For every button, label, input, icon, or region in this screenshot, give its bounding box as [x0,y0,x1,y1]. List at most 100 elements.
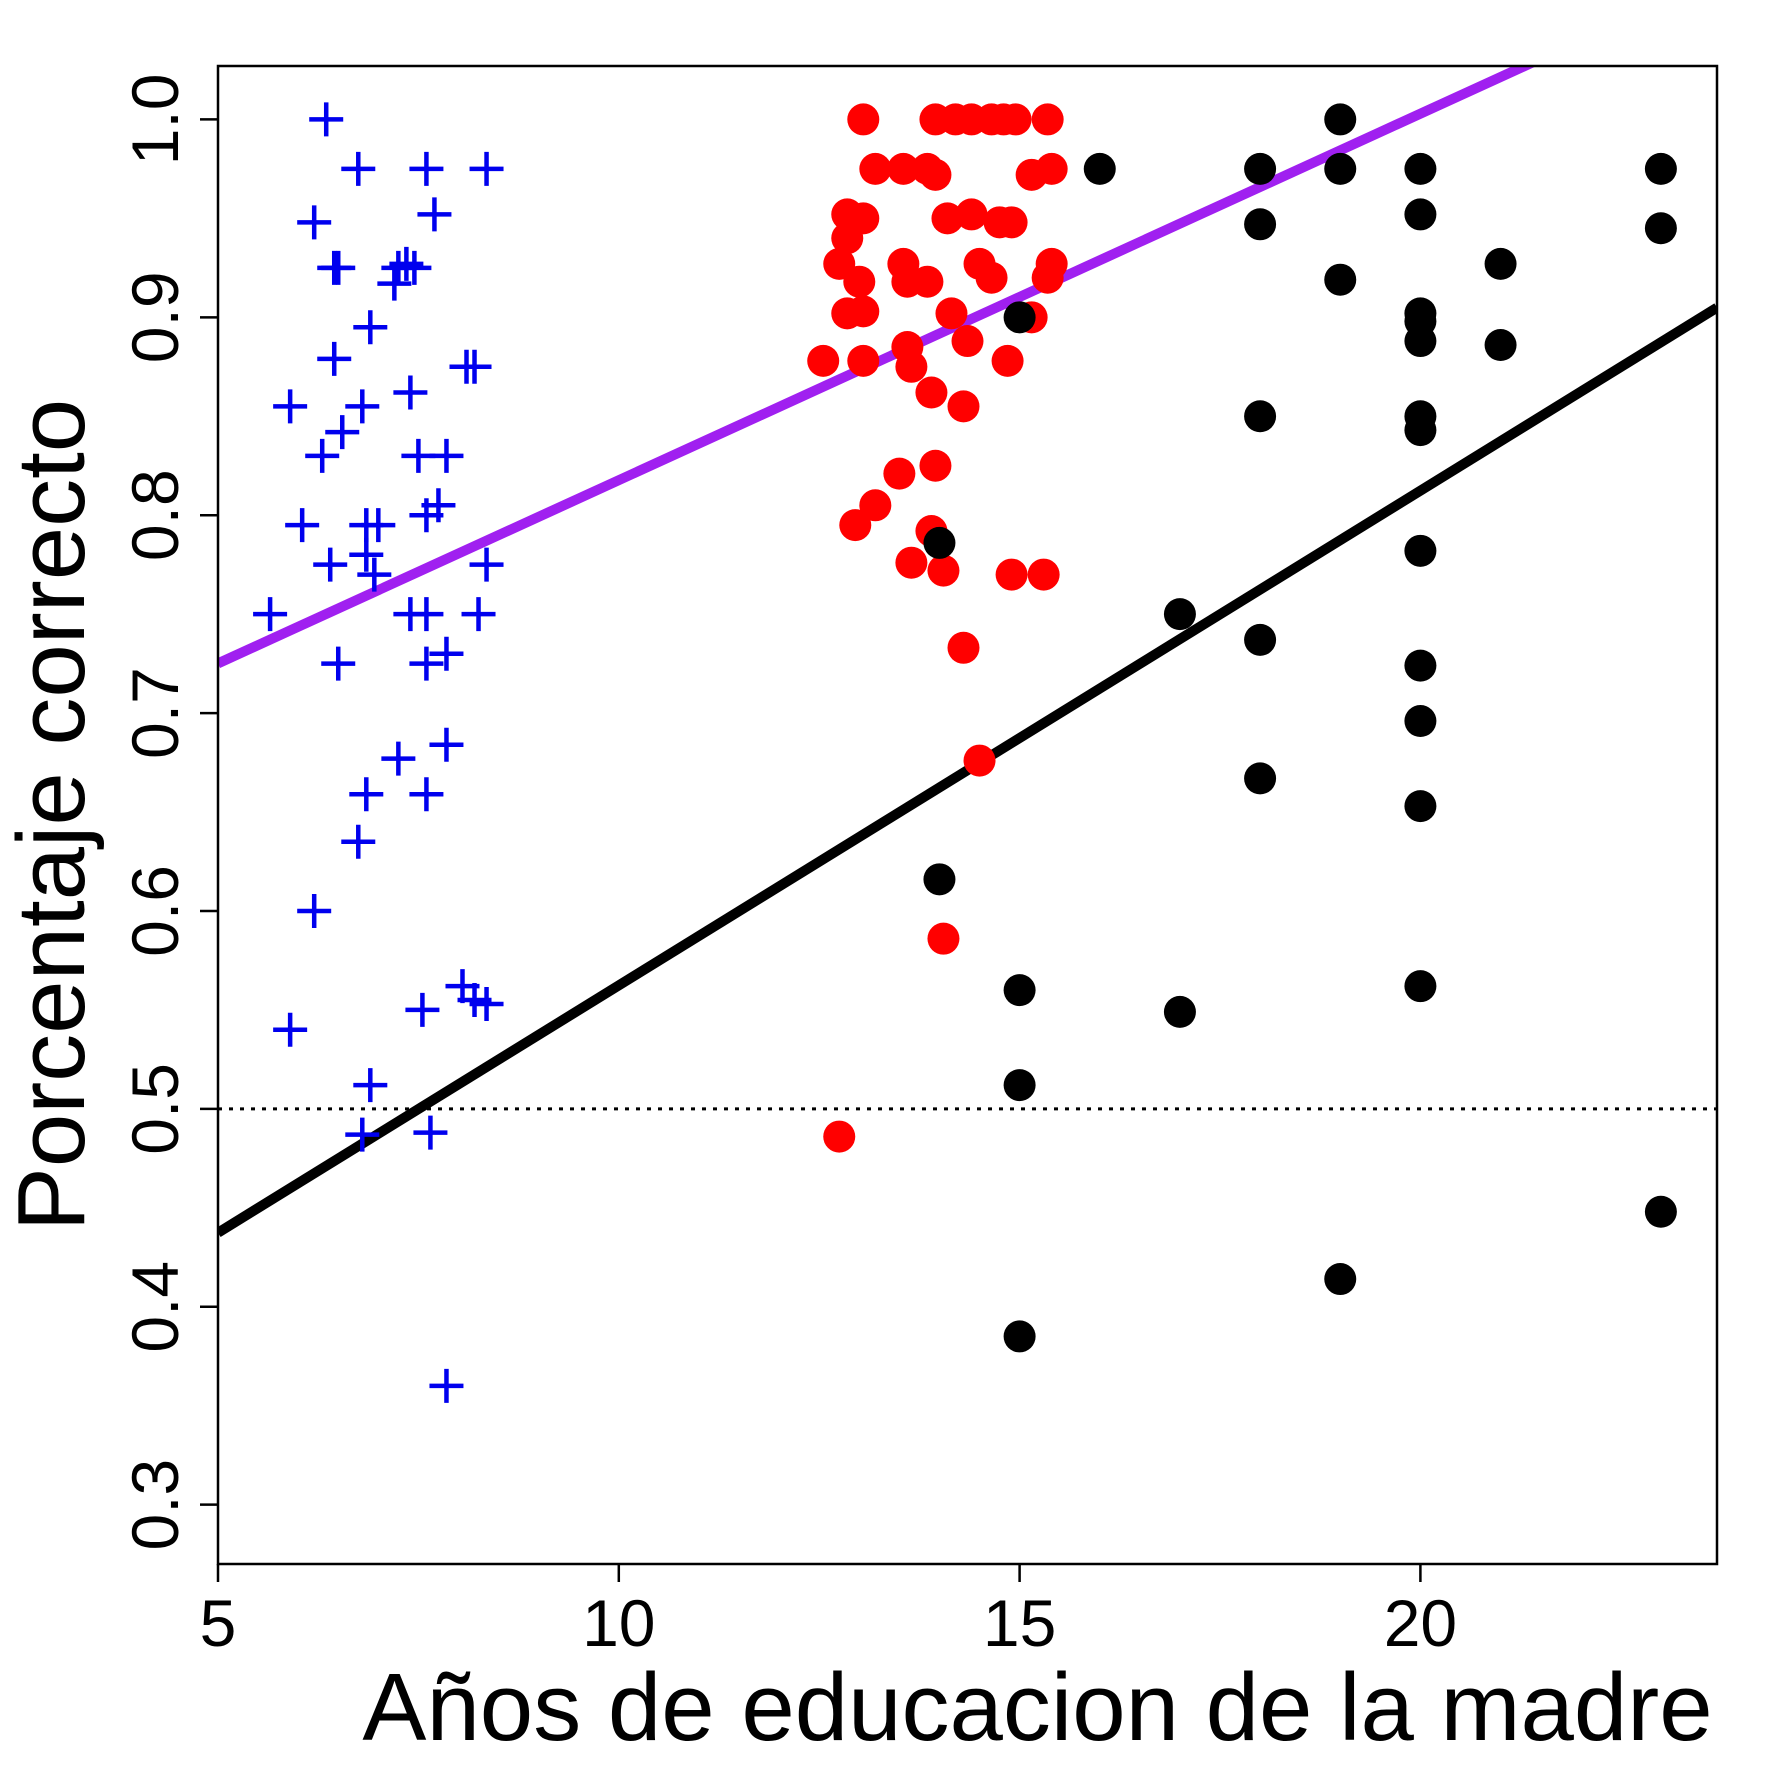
data-point-s2-5 [1644,152,1677,185]
data-point-s2-23 [1404,649,1437,682]
data-point-s1-22 [843,265,876,298]
data-point-s0-15 [457,349,492,384]
data-point-s0-50 [353,1068,388,1103]
data-point-s0-38 [429,636,464,671]
data-point-s0-17 [345,389,380,424]
data-point-s2-4 [1404,152,1437,185]
data-point-s1-0 [847,103,880,136]
data-point-s2-24 [1404,705,1437,738]
data-point-s1-31 [847,295,880,328]
data-point-s0-0 [309,102,344,137]
data-point-s0-16 [273,389,308,424]
plot-frame [216,64,1719,1566]
axes-layer: 5 10 15 20 0.3 0.4 0.5 0.6 0.7 0.8 0.9 1.0 [118,74,1457,1660]
data-point-s2-33 [1324,1263,1357,1296]
data-point-s0-44 [297,893,332,928]
data-point-s1-27 [975,261,1008,294]
data-point-s1-6 [999,103,1032,136]
data-point-s0-37 [409,646,444,681]
data-point-s1-40 [915,376,948,409]
data-point-s0-53 [429,1368,464,1403]
data-point-s0-24 [421,488,456,523]
data-point-s1-16 [931,202,964,235]
data-point-s2-14 [1404,325,1437,358]
data-point-s0-31 [469,547,504,582]
data-point-s2-31 [1003,1069,1036,1102]
data-point-s0-28 [313,547,348,582]
data-point-s1-9 [887,152,920,185]
data-point-s1-48 [927,554,960,587]
data-point-s1-41 [947,390,980,423]
data-point-s0-25 [285,508,320,543]
y-tick-label-1: 0.4 [118,1261,192,1353]
data-point-s1-38 [951,325,984,358]
data-point-s1-37 [891,330,924,363]
data-point-s2-2 [1244,152,1277,185]
data-point-s0-52 [413,1115,448,1150]
data-point-s2-13 [1003,301,1036,334]
data-point-s1-19 [995,206,1028,239]
data-point-s2-27 [923,863,956,896]
x-tick-label-3: 20 [1384,1586,1457,1660]
y-tick-label-0: 0.3 [118,1459,192,1551]
data-point-s1-20 [831,222,864,255]
point-layer [253,102,1677,1403]
data-point-s1-45 [839,509,872,542]
data-point-s0-12 [353,310,388,345]
data-point-s2-30 [1163,995,1196,1028]
data-point-s2-8 [1644,212,1677,245]
x-tick-label-1: 10 [582,1586,655,1660]
data-point-s2-20 [1404,534,1437,567]
data-point-s1-7 [1031,103,1064,136]
data-point-s0-11 [377,266,412,301]
data-point-s2-22 [1244,623,1277,656]
data-point-s1-39 [991,344,1024,377]
data-point-s2-15 [1484,329,1517,362]
data-point-s2-32 [1644,1195,1677,1228]
data-point-s1-42 [883,457,916,490]
data-point-s1-44 [859,489,892,522]
data-point-s0-39 [381,741,416,776]
data-point-s1-25 [911,265,944,298]
data-point-s0-4 [297,205,332,240]
data-point-s1-11 [919,158,952,191]
data-point-s1-51 [947,631,980,664]
data-point-s1-54 [823,1120,856,1153]
data-point-s1-35 [847,344,880,377]
y-tick-label-5: 0.8 [118,469,192,561]
data-point-s0-9 [389,246,424,281]
fit-line-0 [218,66,1537,668]
data-point-s2-34 [1003,1320,1036,1353]
data-point-s2-21 [1163,598,1196,631]
data-point-s1-47 [895,546,928,579]
data-point-s1-34 [807,344,840,377]
data-point-s0-48 [405,992,440,1027]
data-point-s0-32 [253,597,288,632]
data-point-s0-42 [409,777,444,812]
data-point-s0-3 [469,151,504,186]
data-point-s0-51 [345,1117,380,1152]
data-point-s0-19 [325,415,360,450]
data-point-s2-10 [1324,263,1357,296]
data-point-s2-7 [1404,198,1437,231]
data-point-s0-43 [341,824,376,859]
data-point-s2-19 [923,526,956,559]
data-point-s1-29 [1031,261,1064,294]
y-tick-label-2: 0.5 [118,1063,192,1155]
data-point-s2-26 [1404,790,1437,823]
data-point-s2-0 [1324,103,1357,136]
data-point-s0-41 [349,777,384,812]
y-tick-label-6: 0.9 [118,271,192,363]
data-point-s0-20 [305,438,340,473]
x-axis-title: Años de educacion de la madre [362,1654,1712,1761]
data-point-s2-1 [1083,152,1116,185]
data-point-s0-35 [461,597,496,632]
data-point-s0-22 [429,438,464,473]
data-point-s0-13 [317,341,352,376]
data-point-s0-40 [429,727,464,762]
data-point-s0-49 [273,1012,308,1047]
data-point-s0-7 [321,250,356,285]
data-point-s2-6 [1244,208,1277,241]
data-point-s2-25 [1244,762,1277,795]
